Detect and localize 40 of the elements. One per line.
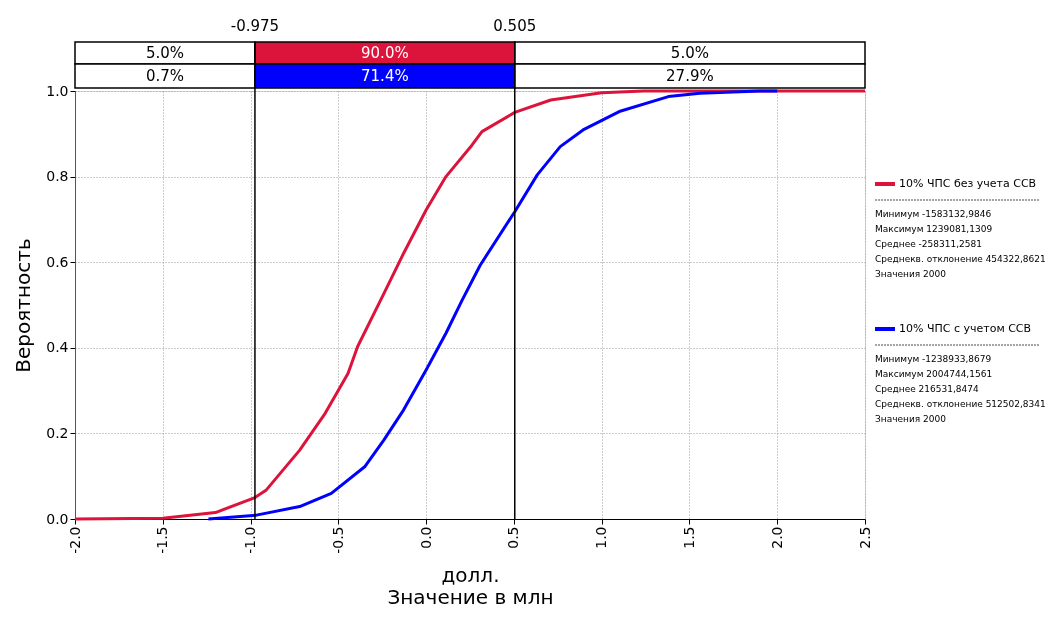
- y-axis-title: Вероятность: [11, 238, 36, 373]
- text: Среднекв. отклонение 512502,8341: [875, 399, 1046, 409]
- line-series: [73, 89, 867, 521]
- text: Минимум -1583132,9846: [875, 209, 992, 219]
- x-tick-label: 2.5: [856, 526, 873, 549]
- text: Среднее -258311,2581: [875, 239, 982, 249]
- legend-label: 10% ЧПС без учета ССВ: [899, 177, 1037, 190]
- text: Значения 2000: [875, 414, 947, 424]
- text: 5.0%: [670, 44, 709, 62]
- x-tick-label: 0.5: [505, 526, 522, 549]
- text: 5.0%: [145, 44, 185, 62]
- x-axis-title: долл. Значение в млн: [387, 562, 554, 609]
- ref-line-label: 0.505: [493, 17, 537, 35]
- y-tick-label: 0.0: [46, 510, 69, 527]
- y-tick-label: 0.4: [46, 339, 69, 356]
- text: Среднее 216531,8474: [875, 384, 979, 394]
- x-tick-label: -1.5: [154, 526, 171, 554]
- text: 27.9%: [666, 67, 714, 85]
- text: Максимум 1239081,1309: [875, 224, 993, 234]
- y-tick-label: 1.0: [46, 82, 69, 99]
- y-tick-label: 0.6: [46, 253, 69, 270]
- text: Значения 2000: [875, 269, 947, 279]
- y-tick-label: 0.2: [46, 424, 69, 441]
- x-tick-label: 1.5: [680, 526, 697, 549]
- text: Минимум -1238933,8679: [875, 354, 992, 364]
- text: 90.0%: [361, 44, 409, 62]
- x-tick-label: 0.0: [417, 526, 434, 549]
- line-series: [206, 89, 779, 521]
- text: Максимум 2004744,1561: [875, 369, 993, 379]
- ref-line-label: -0.975: [230, 17, 280, 35]
- legend-label: 10% ЧПС с учетом ССВ: [899, 322, 1032, 335]
- text: Среднекв. отклонение 454322,8621: [875, 254, 1046, 264]
- text: 0.7%: [145, 67, 185, 85]
- x-tick-label: -1.0: [242, 526, 259, 554]
- x-tick-label: -0.5: [329, 526, 346, 554]
- x-tick-label: 2.0: [768, 526, 785, 549]
- x-tick-label: -2.0: [66, 526, 83, 554]
- x-tick-label: 1.0: [593, 526, 610, 549]
- text: 71.4%: [361, 67, 409, 85]
- y-tick-label: 0.8: [46, 168, 69, 185]
